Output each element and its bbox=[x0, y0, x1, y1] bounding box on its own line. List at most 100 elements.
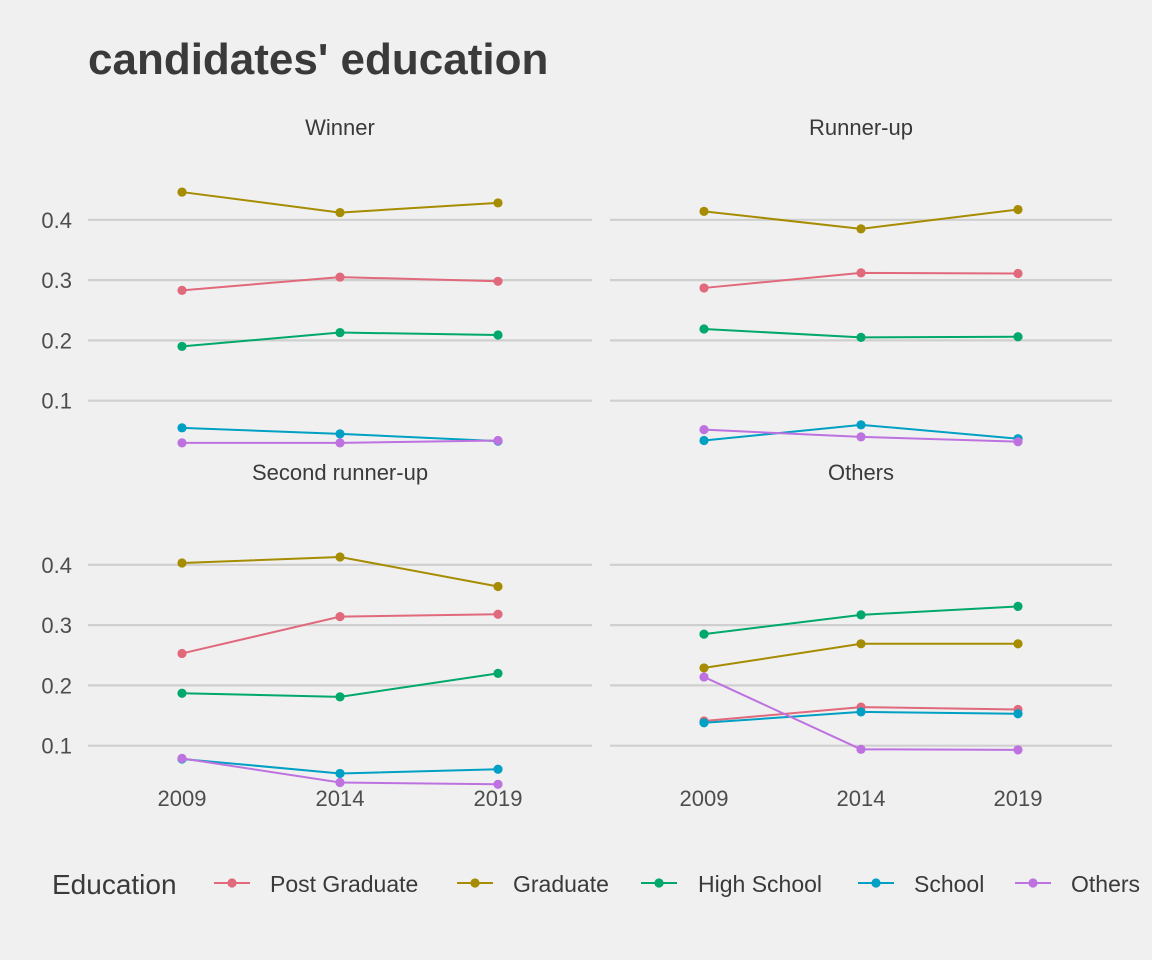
legend-item-post-graduate: Post Graduate bbox=[214, 871, 418, 897]
data-point bbox=[335, 327, 345, 338]
series-high-school bbox=[699, 601, 1023, 639]
x-tick-label: 2014 bbox=[316, 786, 365, 811]
series-others bbox=[177, 435, 503, 448]
data-point bbox=[699, 672, 709, 682]
series-others bbox=[699, 672, 1023, 755]
data-point bbox=[856, 420, 866, 430]
y-tick-label: 0.2 bbox=[41, 328, 72, 353]
data-point bbox=[699, 435, 709, 446]
data-point bbox=[177, 285, 187, 295]
data-point bbox=[177, 688, 187, 698]
data-point bbox=[177, 423, 187, 433]
data-point bbox=[699, 425, 709, 435]
data-point bbox=[177, 558, 187, 568]
panel-others: Others 2009 2014 2019 bbox=[610, 460, 1112, 811]
data-point bbox=[856, 432, 866, 442]
series-others bbox=[699, 425, 1023, 447]
data-point bbox=[177, 648, 187, 659]
data-point bbox=[493, 435, 503, 446]
series-graduate bbox=[177, 552, 503, 592]
series-graduate bbox=[699, 204, 1023, 234]
legend-item-graduate: Graduate bbox=[457, 871, 609, 897]
data-point bbox=[335, 438, 345, 448]
data-point bbox=[335, 552, 345, 562]
panel-label: Winner bbox=[305, 115, 375, 140]
data-point bbox=[335, 429, 345, 439]
data-point bbox=[177, 187, 187, 197]
data-point bbox=[856, 707, 866, 717]
series-others bbox=[177, 753, 503, 789]
series-graduate bbox=[699, 639, 1023, 673]
legend-key-point bbox=[1028, 878, 1038, 888]
legend-label: Graduate bbox=[513, 871, 609, 897]
y-tick-label: 0.1 bbox=[41, 389, 72, 414]
legend: Education Post Graduate Graduate High Scho… bbox=[52, 869, 1140, 900]
x-tick-label: 2009 bbox=[158, 786, 207, 811]
data-point bbox=[1013, 601, 1023, 612]
legend-title: Education bbox=[52, 869, 177, 900]
x-tick-label: 2014 bbox=[837, 786, 886, 811]
x-tick-label: 2019 bbox=[994, 786, 1043, 811]
chart-title: candidates' education bbox=[88, 35, 548, 84]
y-tick-label: 0.3 bbox=[41, 613, 72, 638]
data-point bbox=[699, 663, 709, 673]
data-point bbox=[856, 639, 866, 649]
data-point bbox=[493, 668, 503, 678]
series-high-school bbox=[699, 324, 1023, 342]
panel-winner: Winner 0.1 0.2 0.3 0.4 bbox=[41, 115, 592, 448]
data-point bbox=[493, 330, 503, 340]
data-point bbox=[493, 198, 503, 208]
data-point bbox=[699, 206, 709, 216]
data-point bbox=[1013, 745, 1023, 755]
data-point bbox=[335, 207, 345, 218]
y-tick-label: 0.4 bbox=[41, 553, 72, 578]
panel-label: Second runner-up bbox=[252, 460, 428, 485]
legend-key-point bbox=[871, 878, 881, 888]
data-point bbox=[856, 268, 866, 278]
data-point bbox=[177, 438, 187, 448]
legend-key-point bbox=[470, 878, 480, 888]
legend-item-others: Others bbox=[1015, 871, 1140, 897]
data-point bbox=[699, 718, 709, 728]
data-point bbox=[493, 609, 503, 619]
data-point bbox=[1013, 332, 1023, 342]
data-point bbox=[335, 692, 345, 702]
x-tick-label: 2009 bbox=[680, 786, 729, 811]
data-point bbox=[493, 764, 503, 774]
series-school bbox=[699, 707, 1023, 728]
data-point bbox=[1013, 709, 1023, 719]
panel-runner-up: Runner-up bbox=[610, 115, 1112, 447]
data-point bbox=[856, 744, 866, 754]
legend-label: School bbox=[914, 871, 984, 897]
data-point bbox=[1013, 268, 1023, 279]
data-point bbox=[1013, 639, 1023, 649]
data-point bbox=[856, 224, 866, 234]
series-post-graduate bbox=[177, 609, 503, 659]
series-high-school bbox=[177, 327, 503, 352]
data-point bbox=[493, 276, 503, 286]
data-point bbox=[856, 610, 866, 620]
data-point bbox=[335, 777, 345, 788]
panel-second-runner-up: Second runner-up 0.1 0.2 0.3 0.4 2009 2014 2019 bbox=[41, 460, 592, 811]
data-point bbox=[1013, 204, 1023, 215]
series-graduate bbox=[177, 187, 503, 218]
data-point bbox=[335, 768, 345, 779]
panel-label: Runner-up bbox=[809, 115, 913, 140]
x-tick-label: 2019 bbox=[474, 786, 523, 811]
data-point bbox=[177, 753, 187, 763]
data-point bbox=[335, 612, 345, 622]
legend-label: Others bbox=[1071, 871, 1140, 897]
series-high-school bbox=[177, 668, 503, 702]
legend-key-point bbox=[654, 878, 664, 888]
y-tick-label: 0.2 bbox=[41, 673, 72, 698]
data-point bbox=[856, 332, 866, 342]
facet-panels: Winner 0.1 0.2 0.3 0.4 Runner-up Second runner… bbox=[41, 115, 1112, 811]
data-point bbox=[699, 324, 709, 334]
legend-key-point bbox=[227, 878, 237, 888]
data-point bbox=[1013, 437, 1023, 447]
data-point bbox=[493, 581, 503, 592]
y-tick-label: 0.1 bbox=[41, 734, 72, 759]
data-point bbox=[699, 283, 709, 293]
data-point bbox=[335, 272, 345, 282]
